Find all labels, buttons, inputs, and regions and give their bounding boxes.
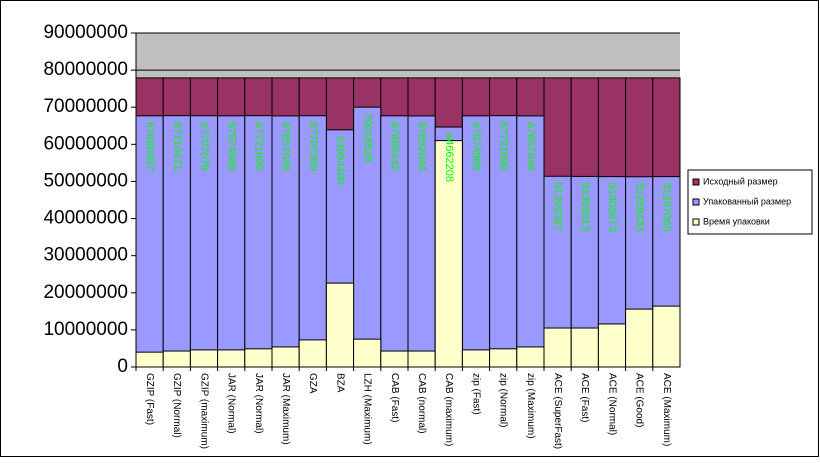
bar	[489, 115, 518, 368]
legend-label: Исходный размер	[703, 176, 778, 186]
bar	[516, 115, 545, 368]
data-label: 51297065	[660, 183, 672, 232]
bar	[489, 348, 518, 368]
bar	[135, 351, 164, 368]
y-tick-label: 10000000	[43, 319, 128, 340]
x-tick-label: JAR (Normal)	[253, 373, 264, 434]
bar	[353, 106, 382, 368]
y-tick-label: 40000000	[43, 208, 128, 229]
x-tick-label: zip (Normal)	[498, 373, 509, 427]
data-label: 67721690	[497, 122, 509, 171]
y-tick-label: 50000000	[43, 170, 128, 191]
bar	[244, 115, 273, 368]
legend-box	[687, 169, 813, 235]
bar	[625, 308, 654, 368]
data-label: 51395367	[552, 182, 564, 231]
bar	[516, 346, 545, 368]
bar	[162, 350, 191, 368]
bar	[543, 327, 572, 368]
x-tick-label: CAB (Fast)	[389, 373, 400, 422]
data-label: 63904400	[334, 136, 346, 185]
data-label: 67657646	[524, 122, 536, 171]
bar	[271, 346, 300, 368]
x-tick-label: ACE (SuperFast)	[552, 373, 563, 449]
data-label: 67674989	[225, 122, 237, 171]
data-label: 51259433	[633, 183, 645, 232]
x-tick-label: ACE (Normal)	[606, 373, 617, 435]
bar	[380, 350, 409, 368]
x-tick-label: CAB (maximum)	[443, 373, 454, 446]
bar	[189, 115, 219, 368]
data-label: 51356613	[579, 182, 591, 231]
bar	[353, 338, 382, 368]
legend-label: Время упаковки	[703, 216, 770, 226]
bar	[325, 282, 355, 368]
data-label: 67707079	[198, 122, 210, 171]
x-tick-label: CAB (normal)	[416, 373, 427, 434]
data-label: 51300673	[606, 183, 618, 232]
data-label: 67721690	[252, 122, 264, 171]
y-tick-label: 30000000	[43, 245, 128, 266]
data-label: 67716471	[171, 122, 183, 171]
bar	[271, 115, 300, 368]
y-tick-label: 90000000	[43, 22, 128, 43]
y-tick-label: 20000000	[43, 282, 128, 303]
data-label: 64662208	[443, 133, 455, 182]
legend-label: Упакованный размер	[703, 196, 791, 206]
y-tick-label: 80000000	[43, 59, 128, 80]
legend-swatch	[692, 198, 700, 206]
x-tick-label: GZA	[307, 373, 318, 394]
bar	[461, 349, 491, 368]
bar	[407, 350, 436, 368]
bar	[189, 349, 219, 368]
bar	[652, 305, 681, 368]
x-tick-label: ACE (Maximum)	[661, 373, 672, 446]
data-label: 67685457	[144, 122, 156, 171]
bar	[597, 323, 627, 368]
x-tick-label: ACE (Good)	[634, 373, 645, 427]
legend-swatch	[692, 218, 700, 226]
data-label: 67707269	[307, 122, 319, 171]
x-tick-label: GZIP (maximum)	[198, 373, 209, 449]
data-label: 67652944	[416, 122, 428, 171]
legend-swatch	[692, 178, 700, 186]
x-tick-label: GZIP (Fast)	[144, 373, 155, 425]
y-tick-label: 0	[117, 356, 128, 377]
x-tick-label: zip (Fast)	[470, 373, 481, 415]
bar	[217, 349, 246, 368]
bar	[570, 327, 599, 368]
data-label: 67685342	[388, 122, 400, 171]
x-tick-label: ACE (Fast)	[579, 373, 590, 422]
x-tick-label: BZA	[334, 373, 345, 393]
bar	[244, 348, 273, 368]
y-tick-label: 70000000	[43, 96, 128, 117]
bar	[298, 339, 327, 368]
bar	[217, 115, 246, 368]
x-tick-label: JAR (Maximum)	[280, 373, 291, 445]
x-tick-label: LZH (Maximum)	[362, 373, 373, 445]
x-tick-label: zip (Maximum)	[525, 373, 536, 439]
bar	[135, 115, 164, 368]
x-tick-label: GZIP (Normal)	[171, 373, 182, 438]
y-tick-label: 60000000	[43, 133, 128, 154]
data-label: 70018528	[361, 113, 373, 162]
data-label: 67674989	[470, 122, 482, 171]
x-tick-label: JAR (Normal)	[226, 373, 237, 434]
data-label: 67657646	[280, 122, 292, 171]
